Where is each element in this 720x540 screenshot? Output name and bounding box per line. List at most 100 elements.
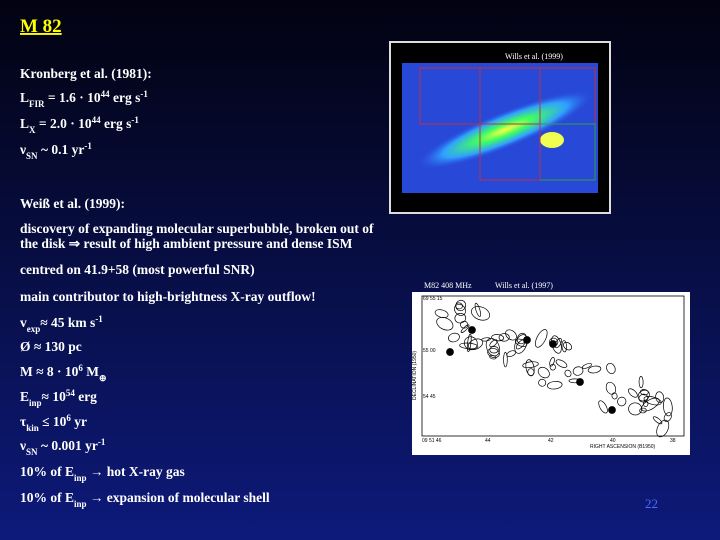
text-line: the disk ⇒ result of high ambient pressu… — [20, 236, 353, 251]
text-segment: inp — [29, 398, 42, 408]
contour — [605, 381, 617, 395]
text-segment: L — [20, 90, 29, 105]
text-segment: 6 — [78, 363, 83, 373]
source — [446, 348, 454, 356]
text-line: vexp≈ 45 km s-1 — [20, 314, 103, 334]
contour — [505, 329, 517, 341]
contour — [454, 303, 466, 316]
contour — [606, 362, 616, 374]
contour — [471, 306, 491, 321]
axis-label: RIGHT ASCENSION (B1950) — [590, 444, 656, 450]
contour — [474, 302, 481, 317]
contour — [522, 361, 539, 369]
contour — [638, 375, 644, 389]
text-segment: exp — [27, 324, 41, 334]
contour — [611, 392, 618, 400]
text-segment: 54 — [66, 388, 76, 398]
contour — [514, 334, 528, 354]
page-number: 22 — [645, 496, 658, 511]
text-segment: 44 — [92, 115, 102, 125]
contour — [537, 366, 550, 379]
text-segment: centred on 41.9+58 (most powerful SNR) — [20, 262, 255, 277]
contour — [598, 400, 608, 414]
text-segment: ν — [19, 438, 26, 453]
text-segment: 6 — [66, 413, 71, 423]
contour — [538, 378, 547, 387]
contour — [489, 346, 499, 354]
text-segment: → hot X-ray gas — [87, 464, 185, 479]
contour — [639, 407, 647, 414]
text-line: discovery of expanding molecular superbu… — [20, 221, 374, 236]
text-line: M ≈ 8 · 106 M⊕ — [20, 363, 107, 383]
contour — [628, 402, 643, 416]
text-segment: ≈ 45 km s — [40, 315, 95, 330]
contour — [564, 369, 572, 378]
contour — [640, 389, 649, 396]
text-segment: ≈ 10 — [42, 389, 67, 404]
contour — [587, 365, 602, 374]
contour — [662, 397, 673, 417]
source — [468, 326, 476, 334]
tick-label: 54 45 — [423, 394, 436, 400]
contour — [503, 352, 508, 368]
text-segment: v — [20, 315, 27, 330]
image-caption: M82 408 MHz — [424, 281, 472, 290]
text-segment: -1 — [84, 141, 92, 151]
text-segment: the disk ⇒ result of high ambient pressu… — [20, 236, 353, 251]
text-segment: FIR — [29, 99, 45, 109]
text-segment: ≤ 10 — [39, 414, 67, 429]
text-segment: erg — [75, 389, 97, 404]
text-segment: inp — [74, 473, 87, 483]
contour — [572, 366, 584, 376]
text-segment: M ≈ 8 · 10 — [20, 364, 79, 379]
contour — [491, 334, 505, 342]
text-segment: X — [29, 125, 36, 135]
text-segment: SN — [26, 447, 38, 457]
text-segment: Kronberg et al. (1981): — [20, 66, 152, 81]
tick-label: 09 51 46 — [422, 438, 442, 444]
contour — [628, 388, 638, 398]
text-line: τkin ≤ 106 yr — [20, 413, 87, 433]
text-segment: Weiß et al. (1999): — [20, 196, 125, 211]
source — [549, 340, 557, 348]
text-segment: M — [83, 364, 99, 379]
text-segment: erg s — [101, 116, 132, 131]
tick-label: 44 — [485, 438, 491, 444]
text-segment: E — [20, 389, 29, 404]
text-line: Ø ≈ 130 pc — [20, 339, 82, 354]
text-segment: -1 — [140, 89, 148, 99]
source — [523, 336, 531, 344]
text-line: 10% of Einp → expansion of molecular she… — [20, 490, 270, 509]
image-infrared: Wills et al. (1999) — [389, 41, 611, 214]
text-segment: -1 — [98, 437, 106, 447]
source — [576, 378, 584, 386]
text-line: Weiß et al. (1999): — [20, 196, 125, 211]
text-line: centred on 41.9+58 (most powerful SNR) — [20, 262, 255, 277]
text-line: Einp≈ 1054 erg — [20, 388, 97, 408]
text-segment: ~ 0.001 yr — [38, 438, 98, 453]
contour — [563, 341, 573, 351]
contour — [555, 359, 568, 368]
text-segment: yr — [71, 414, 87, 429]
text-segment: = 1.6 · 10 — [45, 90, 101, 105]
image-caption: Wills et al. (1999) — [505, 52, 563, 61]
text-segment: = 2.0 · 10 — [36, 116, 92, 131]
contour — [525, 359, 535, 377]
text-line: LFIR = 1.6 · 1044 erg s-1 — [20, 89, 148, 109]
text-segment: 44 — [101, 89, 111, 99]
contour — [466, 333, 472, 352]
text-segment: ⊕ — [99, 373, 107, 383]
axis-label: DECLINATION (1950) — [412, 351, 418, 400]
text-segment: τ — [20, 414, 27, 429]
contour — [448, 332, 460, 343]
text-segment: main contributor to high-brightness X-ra… — [20, 289, 316, 304]
text-segment: Ø ≈ 130 pc — [20, 339, 82, 354]
source — [608, 406, 616, 414]
contour — [460, 324, 470, 333]
contour — [498, 333, 510, 342]
text-line: LX = 2.0 · 1044 erg s-1 — [20, 115, 139, 135]
contour — [485, 337, 500, 357]
tick-label: 40 — [610, 438, 616, 444]
